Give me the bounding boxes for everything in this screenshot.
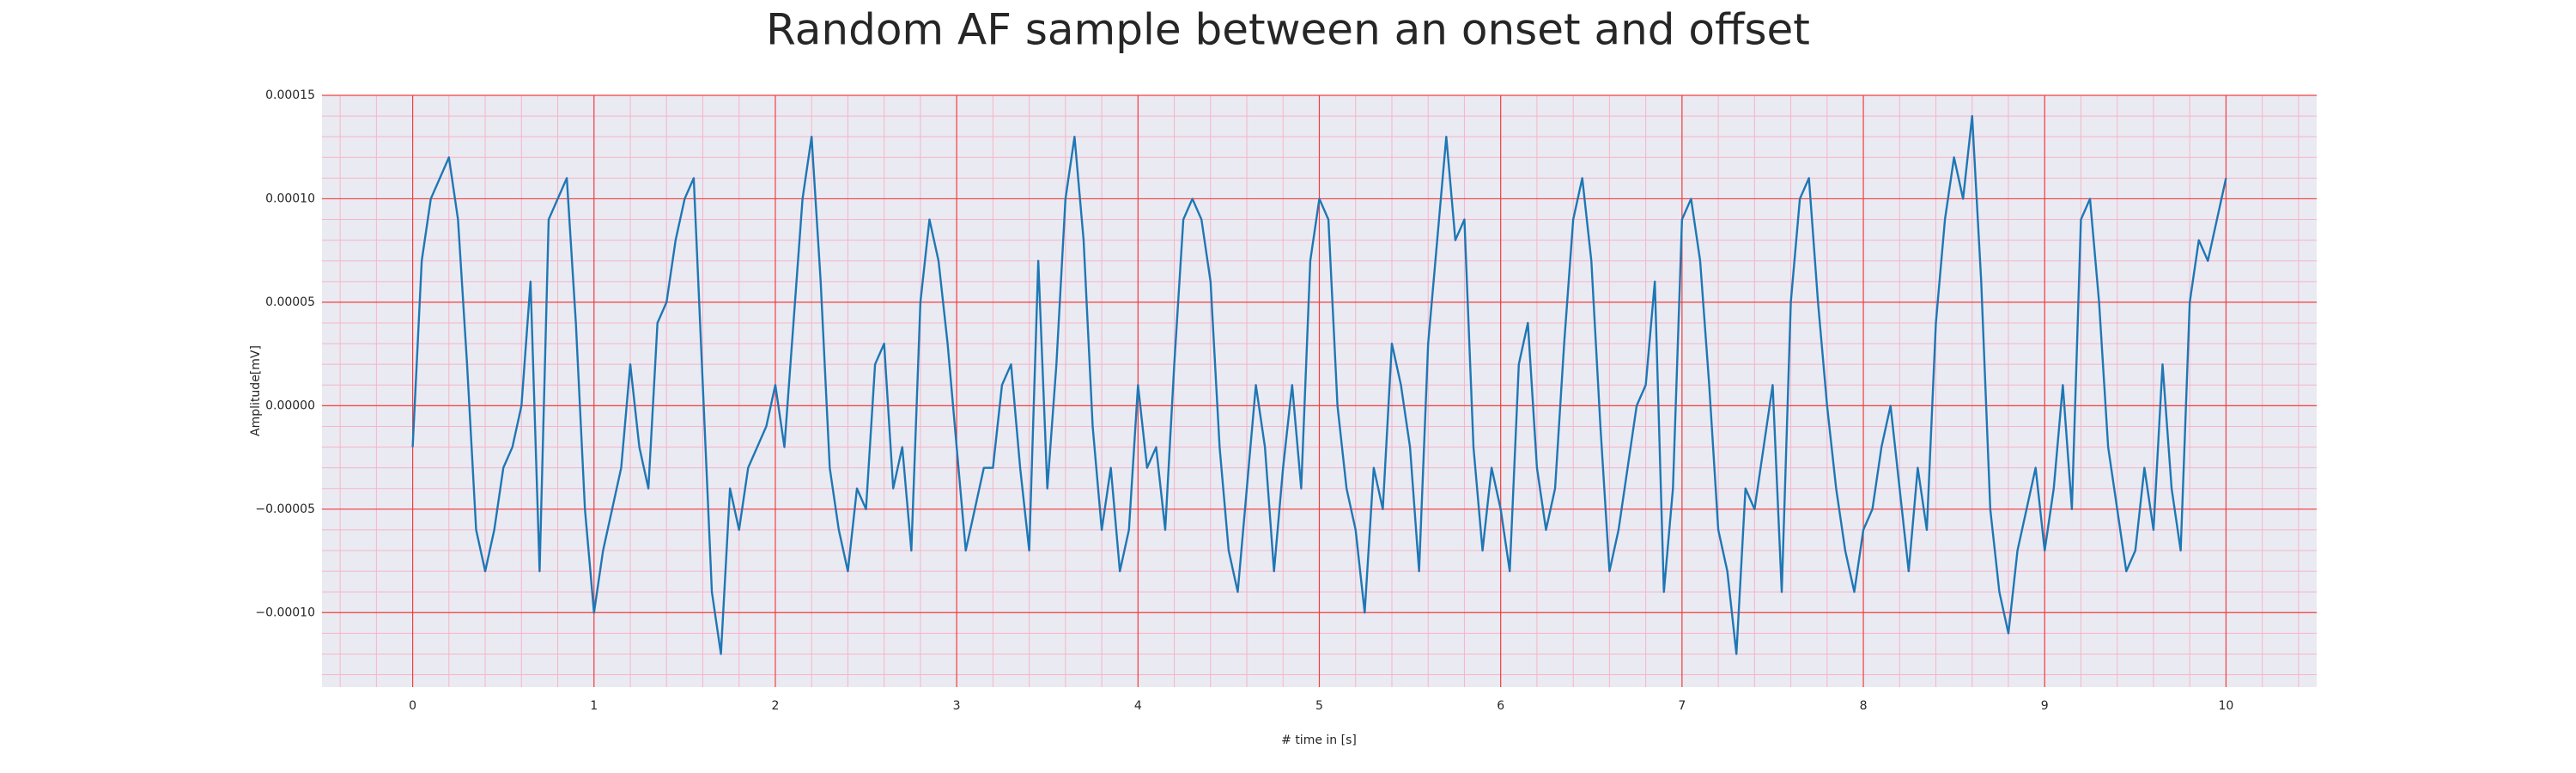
x-tick-label: 0 (409, 699, 416, 713)
x-tick-label: 8 (1860, 699, 1868, 713)
chart-title: Random AF sample between an onset and of… (766, 5, 1810, 55)
x-axis-label: # time in [s] (1281, 733, 1357, 747)
x-tick-label: 4 (1134, 699, 1142, 713)
x-tick-label: 5 (1315, 699, 1323, 713)
y-axis-label: Amplitude[mV] (249, 345, 263, 436)
x-tick-label: 3 (953, 699, 961, 713)
y-tick-label: 0.00000 (265, 399, 315, 412)
x-tick-label: 7 (1678, 699, 1686, 713)
x-tick-label: 10 (2218, 699, 2233, 713)
y-tick-label: 0.00010 (265, 192, 315, 205)
y-tick-label: 0.00005 (265, 295, 315, 309)
y-tick-label: −0.00010 (255, 606, 315, 619)
y-tick-label: 0.00015 (265, 88, 315, 102)
y-tick-label: −0.00005 (255, 502, 315, 516)
x-tick-label: 2 (771, 699, 779, 713)
data-line (411, 114, 2227, 655)
x-tick-label: 1 (590, 699, 598, 713)
x-tick-label: 6 (1497, 699, 1504, 713)
x-tick-label: 9 (2041, 699, 2049, 713)
